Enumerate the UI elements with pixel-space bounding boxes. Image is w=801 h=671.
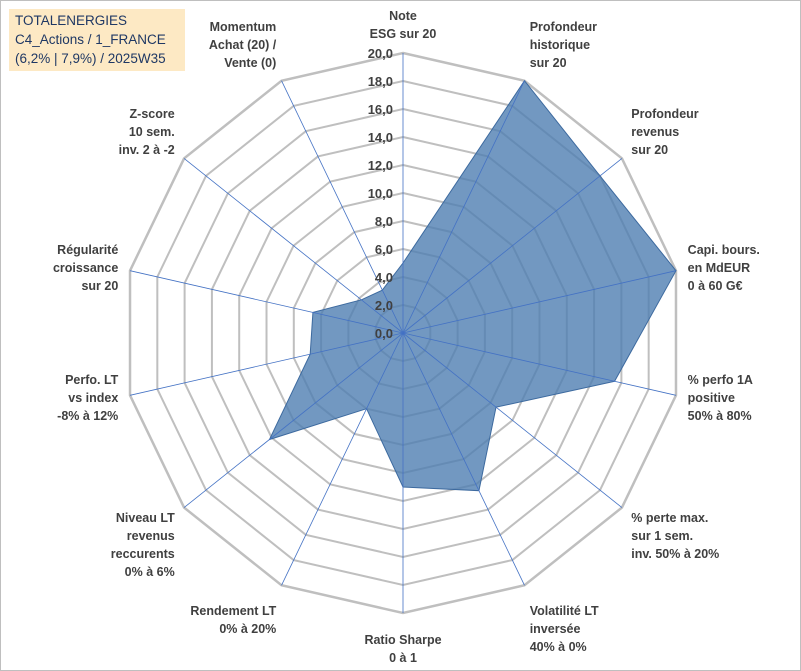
axis-label-12: Z-score 10 sem. inv. 2 à -2	[119, 107, 175, 157]
axis-label-13-line-0: Momentum	[210, 20, 277, 34]
axis-label-1-line-0: Profondeur	[530, 20, 597, 34]
axis-label-2-line-2: sur 20	[631, 143, 668, 157]
axis-label-10: Perfo. LT vs index -8% à 12%	[57, 373, 119, 423]
axis-label-11-line-2: sur 20	[81, 279, 118, 293]
chart-title-box: TOTALENERGIES C4_Actions / 1_FRANCE (6,2…	[9, 9, 185, 71]
axis-label-6-line-2: 40% à 0%	[530, 640, 587, 654]
axis-label-13: Momentum Achat (20) / Vente (0)	[209, 20, 277, 70]
axis-label-1-line-1: historique	[530, 38, 590, 52]
axis-label-10-line-2: -8% à 12%	[57, 409, 118, 423]
axis-label-7-line-1: 0 à 1	[389, 651, 417, 665]
axis-label-12-line-2: inv. 2 à -2	[119, 143, 175, 157]
axis-label-6: Volatilité LT inversée 40% à 0%	[530, 604, 599, 654]
axis-label-12-line-1: 10 sem.	[129, 125, 175, 139]
radar-spokes	[129, 53, 677, 613]
axis-label-9: Niveau LT revenus reccurents 0% à 6%	[111, 511, 175, 579]
axis-label-0-line-1: ESG sur 20	[370, 27, 437, 41]
axis-label-2: Profondeur revenus sur 20	[631, 107, 698, 157]
axis-label-3-line-2: 0 à 60 G€	[688, 279, 743, 293]
axis-label-2-line-1: revenus	[631, 125, 679, 139]
axis-label-12-line-0: Z-score	[130, 107, 175, 121]
tick-label-3: 6,0	[375, 242, 393, 257]
axis-label-4-line-0: % perfo 1A	[688, 373, 753, 387]
spoke-9	[183, 332, 404, 508]
axis-label-0: Note ESG sur 20	[370, 9, 437, 41]
axis-label-4-line-1: positive	[688, 391, 735, 405]
spoke-8	[281, 332, 404, 586]
axis-label-9-line-0: Niveau LT	[116, 511, 175, 525]
radar-tick-labels: 0,0 2,0 4,0 6,0 8,0 10,0 12,0 14,0 16,0 18,0 20,0	[368, 46, 393, 341]
axis-label-5-line-2: inv. 50% à 20%	[631, 547, 719, 561]
spoke-6	[402, 332, 525, 586]
axis-label-7: Ratio Sharpe 0 à 1	[364, 633, 441, 665]
axis-label-3: Capi. bours. en MdEUR 0 à 60 G€	[688, 243, 760, 293]
axis-label-9-line-1: revenus	[127, 529, 175, 543]
axis-label-5-line-1: sur 1 sem.	[631, 529, 693, 543]
axis-label-9-line-2: reccurents	[111, 547, 175, 561]
axis-label-1: Profondeur historique sur 20	[530, 20, 597, 70]
axis-label-11: Régularité croissance sur 20	[53, 243, 118, 293]
axis-label-3-line-1: en MdEUR	[688, 261, 751, 275]
axis-label-3-line-0: Capi. bours.	[688, 243, 760, 257]
spoke-5	[402, 332, 623, 508]
radar-axis-labels: Note ESG sur 20 Profondeur historique sur 20…	[53, 9, 760, 665]
axis-label-8-line-0: Rendement LT	[190, 604, 276, 618]
axis-label-1-line-2: sur 20	[530, 56, 567, 70]
axis-label-5-line-0: % perte max.	[631, 511, 708, 525]
chart-title-line-2: C4_Actions / 1_FRANCE	[15, 32, 166, 47]
tick-label-7: 14,0	[368, 130, 393, 145]
spoke-4	[402, 332, 677, 396]
axis-label-6-line-0: Volatilité LT	[530, 604, 599, 618]
tick-label-2: 4,0	[375, 270, 393, 285]
axis-label-0-line-0: Note	[389, 9, 417, 23]
tick-label-6: 12,0	[368, 158, 393, 173]
tick-label-5: 10,0	[368, 186, 393, 201]
spoke-13	[281, 80, 404, 334]
chart-title-line-3: (6,2% | 7,9%) / 2025W35	[15, 51, 166, 66]
axis-label-10-line-1: vs index	[68, 391, 118, 405]
axis-label-2-line-0: Profondeur	[631, 107, 698, 121]
axis-label-13-line-1: Achat (20) /	[209, 38, 277, 52]
axis-label-5: % perte max. sur 1 sem. inv. 50% à 20%	[631, 511, 719, 561]
axis-label-11-line-0: Régularité	[57, 243, 118, 257]
axis-label-10-line-0: Perfo. LT	[65, 373, 119, 387]
spoke-11	[129, 270, 404, 334]
axis-label-6-line-1: inversée	[530, 622, 581, 636]
axis-label-13-line-2: Vente (0)	[224, 56, 276, 70]
axis-label-8-line-1: 0% à 20%	[219, 622, 276, 636]
axis-label-8: Rendement LT 0% à 20%	[190, 604, 276, 636]
series-area-0	[268, 79, 677, 492]
tick-label-4: 8,0	[375, 214, 393, 229]
axis-label-4: % perfo 1A positive 50% à 80%	[688, 373, 753, 423]
tick-label-10: 20,0	[368, 46, 393, 61]
tick-label-0: 0,0	[375, 326, 393, 341]
chart-title-line-1: TOTALENERGIES	[15, 13, 128, 28]
axis-label-7-line-0: Ratio Sharpe	[364, 633, 441, 647]
tick-label-9: 18,0	[368, 74, 393, 89]
tick-label-1: 2,0	[375, 298, 393, 313]
axis-label-9-line-3: 0% à 6%	[125, 565, 175, 579]
axis-label-4-line-2: 50% à 80%	[688, 409, 752, 423]
spoke-1	[402, 80, 525, 334]
spoke-10	[129, 332, 404, 396]
tick-label-8: 16,0	[368, 102, 393, 117]
axis-label-11-line-1: croissance	[53, 261, 118, 275]
spoke-3	[402, 270, 677, 334]
radar-series	[268, 79, 677, 492]
spoke-2	[402, 158, 623, 334]
spoke-12	[183, 158, 404, 334]
